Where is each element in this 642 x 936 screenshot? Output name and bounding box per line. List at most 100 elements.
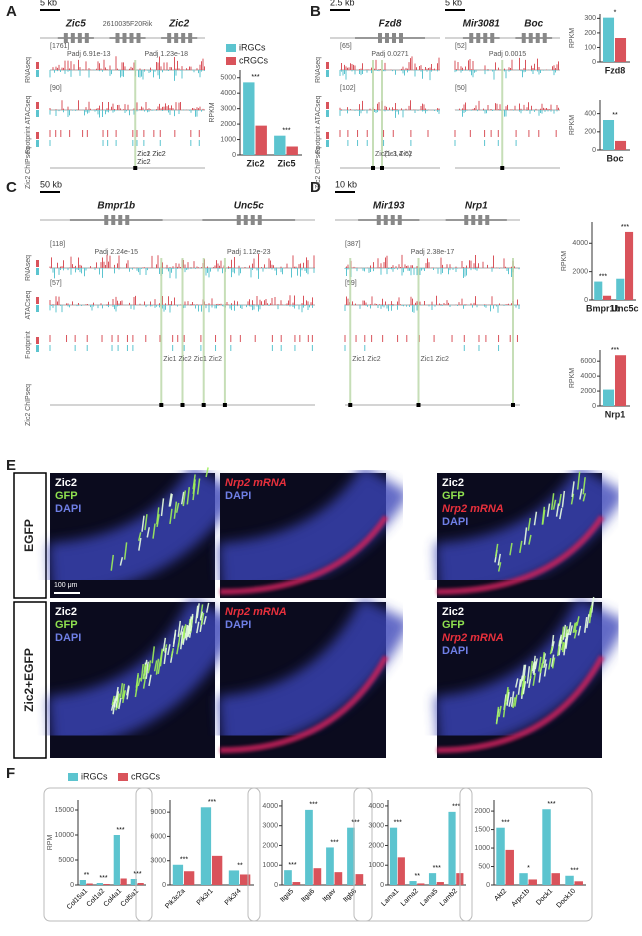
gfp-cell <box>203 616 207 625</box>
bar <box>347 827 355 885</box>
chip-peak <box>416 403 421 407</box>
bar <box>397 857 405 885</box>
exon <box>118 215 123 225</box>
exon <box>243 215 248 225</box>
x-tick-label: Lamb2 <box>439 888 459 908</box>
exon <box>111 215 116 225</box>
y-axis-label: RPKM <box>569 368 576 388</box>
gfp-cell <box>583 616 588 633</box>
y-tick-label: 5000 <box>220 75 236 82</box>
motif: Zic1 Zic2 <box>421 356 450 363</box>
panel-letter: A <box>6 3 17 20</box>
x-tick-label: Fzd8 <box>605 65 626 75</box>
exon <box>125 215 130 225</box>
chip-peak <box>222 403 227 407</box>
gene-name: Mir193 <box>373 201 405 212</box>
tag-red <box>36 62 39 69</box>
y-tick-label: 3000 <box>220 105 236 112</box>
y-tick-label: 3000 <box>262 823 278 830</box>
significance: *** <box>309 802 317 809</box>
gfp-cell <box>173 501 178 519</box>
gfp-cell <box>576 471 581 490</box>
tag-cyan <box>36 305 39 312</box>
atac-range: [102] <box>340 85 356 92</box>
gfp-cell <box>155 507 160 525</box>
channel-label: Nrp2 mRNA <box>225 477 287 489</box>
gfp-cell <box>196 603 200 619</box>
exon <box>521 33 526 43</box>
y-tick-label: 0 <box>274 882 278 889</box>
bar <box>615 38 627 62</box>
x-tick-label: Col5a1 <box>120 888 141 909</box>
gfp-cell <box>185 625 190 641</box>
exon <box>376 215 381 225</box>
tag-cyan <box>326 70 329 77</box>
significance: *** <box>621 224 629 231</box>
gfp-cell <box>146 527 150 538</box>
bar <box>274 135 286 155</box>
exon <box>490 33 495 43</box>
bar <box>616 278 625 300</box>
x-tick-label: Col15a1 <box>66 888 89 911</box>
gfp-cell <box>495 706 500 725</box>
exon <box>464 215 469 225</box>
significance: *** <box>288 862 296 869</box>
bar <box>574 881 583 885</box>
bar <box>334 872 343 885</box>
tag-cyan <box>36 110 39 117</box>
gfp-cell <box>528 534 532 545</box>
gfp-cell <box>519 540 523 553</box>
chip-peak <box>159 403 164 407</box>
y-tick-label: 9000 <box>150 809 166 816</box>
exon <box>129 33 134 43</box>
channel-label: DAPI <box>55 632 81 644</box>
exon <box>471 215 476 225</box>
legend-label: iRGCs <box>81 771 108 781</box>
x-tick-label: Itga5 <box>279 888 295 904</box>
gfp-cell <box>560 626 565 644</box>
y-tick-label: 4000 <box>368 803 384 810</box>
track-label: Zic2 ChIPseq <box>25 147 32 189</box>
gfp-cell <box>205 467 209 478</box>
motif: Zic1 Zic2 <box>384 151 413 158</box>
gfp-cell <box>115 691 120 708</box>
gfp-cell <box>570 493 575 505</box>
track-label: Footprint <box>25 126 32 154</box>
y-tick-label: 15000 <box>55 807 75 814</box>
gfp-cell <box>157 660 162 674</box>
dapi-band <box>434 464 626 598</box>
exon <box>104 215 109 225</box>
y-tick-label: 2000 <box>474 808 490 815</box>
gfp-cell <box>137 677 141 687</box>
x-tick-label: Itgb8 <box>342 888 358 904</box>
bar <box>505 849 514 885</box>
exon <box>535 33 540 43</box>
channel-label: Nrp2 mRNA <box>442 503 504 515</box>
bar <box>284 870 292 885</box>
significance: *** <box>452 804 460 811</box>
gfp-cell <box>509 542 513 556</box>
y-tick-label: 0 <box>584 297 588 304</box>
bar <box>255 125 267 155</box>
nrp2-band <box>436 655 605 754</box>
atac-range: [57] <box>50 280 62 287</box>
bar <box>565 875 574 885</box>
x-tick-label: Pik3c2a <box>164 888 187 911</box>
y-tick-label: 2000 <box>220 121 236 128</box>
gfp-cell <box>582 477 586 495</box>
channel-label: Nrp2 mRNA <box>442 632 504 644</box>
dapi-band <box>47 597 240 752</box>
gfp-cell <box>551 657 556 669</box>
bar <box>172 864 184 885</box>
legend-swatch <box>226 44 236 52</box>
gfp-cell <box>142 664 147 680</box>
panel-frame <box>43 787 153 922</box>
channel-label: DAPI <box>225 619 251 631</box>
panel-letter: F <box>6 765 15 782</box>
x-tick-label: Itga6 <box>300 888 316 904</box>
gfp-cell <box>549 646 554 655</box>
dapi-band <box>434 597 627 752</box>
gene-name: Unc5c <box>234 201 264 212</box>
gfp-cell <box>579 488 583 500</box>
